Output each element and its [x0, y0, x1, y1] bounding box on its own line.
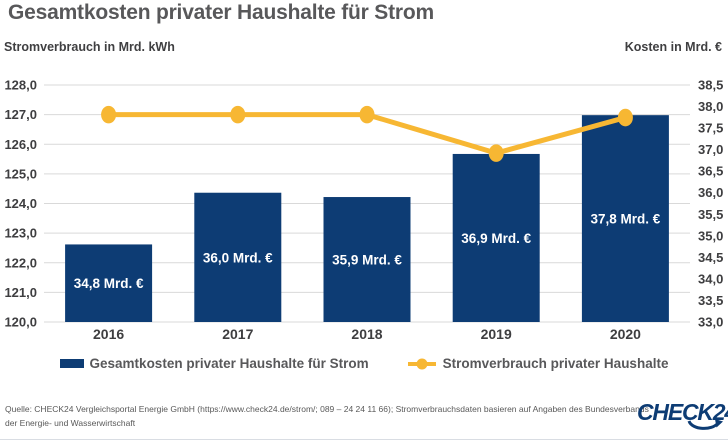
legend-item-consumption: Stromverbrauch privater Haushalte: [407, 356, 669, 371]
line-marker: [230, 105, 246, 124]
left-axis-title: Stromverbrauch in Mrd. kWh: [4, 40, 175, 54]
right-axis-tick-label: 33,5: [698, 293, 723, 308]
right-axis-tick-label: 35,0: [698, 228, 723, 243]
chart-area: 128,0 127,0 126,0 125,0 124,0 123,0 122,0 121,0…: [0, 58, 728, 350]
right-axis-title: Kosten in Mrd. €: [624, 40, 722, 54]
line-marker: [101, 105, 117, 124]
legend-label: Stromverbrauch privater Haushalte: [442, 356, 669, 371]
logo-swoosh-icon: [687, 419, 723, 430]
left-axis-tick-label: 122,0: [4, 255, 37, 270]
left-axis-tick-label: 128,0: [4, 78, 37, 93]
right-axis-tick-label: 38,5: [698, 78, 723, 93]
bar-value-label: 37,8 Mrd. €: [591, 212, 661, 227]
left-axis-tick-label: 120,0: [4, 315, 37, 330]
line-marker: [359, 105, 375, 124]
bar: [452, 153, 540, 322]
year-label: 2018: [351, 326, 382, 342]
left-axis-tick-label: 121,0: [4, 285, 37, 300]
source-note: Quelle: CHECK24 Vergleichsportal Energie…: [5, 404, 649, 429]
bar-value-label: 34,8 Mrd. €: [74, 276, 144, 291]
bar: [194, 192, 282, 322]
bottom-divider: [0, 439, 728, 440]
year-label: 2016: [93, 326, 124, 342]
line-legend-marker: [407, 358, 436, 369]
bar: [581, 115, 669, 322]
chart-legend: Gesamtkosten privater Haushalte für Stro…: [0, 356, 728, 371]
bar: [65, 244, 153, 322]
right-axis-tick-label: 36,5: [698, 164, 723, 179]
legend-item-costs: Gesamtkosten privater Haushalte für Stro…: [59, 356, 369, 371]
right-axis-tick-label: 34,0: [698, 271, 723, 286]
bar-value-label: 36,9 Mrd. €: [461, 231, 531, 246]
line-marker: [488, 144, 504, 162]
right-axis-tick-label: 38,0: [698, 99, 723, 114]
line-marker: [617, 108, 633, 127]
right-axis-tick-label: 37,5: [698, 121, 723, 136]
right-axis-tick-label: 36,0: [698, 185, 723, 200]
right-axis-tick-label: 33,0: [698, 315, 723, 330]
combo-chart: 128,0 127,0 126,0 125,0 124,0 123,0 122,0 121,0…: [4, 78, 723, 343]
year-label: 2020: [610, 326, 641, 342]
check24-logo: CHECK24: [637, 399, 728, 437]
bar-legend-swatch: [59, 359, 84, 368]
bar-value-label: 35,9 Mrd. €: [332, 253, 402, 268]
left-axis-tick-label: 125,0: [4, 166, 37, 181]
left-axis-tick-label: 126,0: [4, 137, 37, 152]
right-axis-tick-label: 34,5: [698, 250, 723, 265]
bar-value-label: 36,0 Mrd. €: [203, 250, 273, 265]
right-axis-tick-label: 35,5: [698, 207, 723, 222]
year-label: 2019: [481, 326, 512, 342]
legend-label: Gesamtkosten privater Haushalte für Stro…: [89, 356, 369, 371]
left-axis-tick-label: 123,0: [4, 226, 37, 241]
page-title: Gesamtkosten privater Haushalte für Stro…: [8, 1, 434, 24]
left-axis-tick-label: 127,0: [4, 107, 37, 122]
right-axis-tick-label: 37,0: [698, 142, 723, 157]
bar: [323, 197, 411, 322]
left-axis-tick-label: 124,0: [4, 196, 37, 211]
year-label: 2017: [222, 326, 253, 342]
logo-text: CHECK24: [637, 399, 728, 425]
